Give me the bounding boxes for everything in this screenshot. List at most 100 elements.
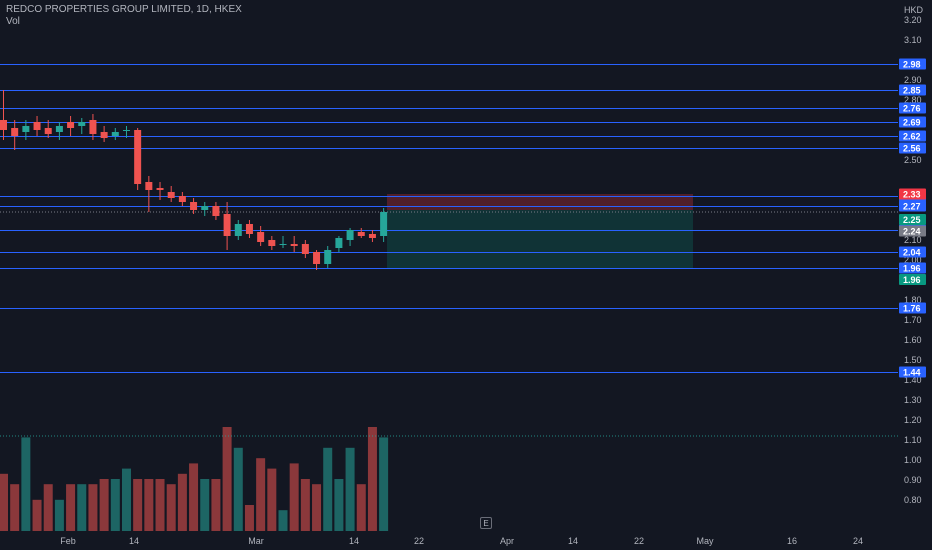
volume-bar [256, 458, 266, 531]
level-price-badge [899, 102, 926, 114]
level-price-badge [899, 200, 926, 212]
level-price-badge-text: 2.98 [903, 60, 921, 70]
price-tick-label: 1.50 [904, 355, 922, 365]
candle-body [324, 250, 332, 264]
level-price-badge [899, 58, 926, 70]
candle-body [22, 126, 30, 132]
candle-body [156, 188, 164, 190]
price-tick-label: 2.80 [904, 95, 922, 105]
volume-bar [189, 463, 199, 531]
price-tick-label: 1.60 [904, 335, 922, 345]
position-price-badge [899, 274, 926, 285]
level-price-badge [899, 116, 926, 128]
volume-bar [166, 484, 176, 531]
candle-body [201, 206, 209, 210]
price-tick-label: 2.50 [904, 155, 922, 165]
volume-bar [32, 499, 42, 531]
volume-bar [10, 484, 20, 531]
volume-indicator-label[interactable]: Vol [6, 16, 20, 27]
candle-body [223, 214, 231, 236]
volume-bar [289, 463, 299, 531]
level-price-badge [899, 142, 926, 154]
candle-body [380, 212, 388, 236]
volume-bar [267, 468, 277, 531]
volume-bar [345, 447, 355, 531]
volume-bar [334, 479, 344, 531]
chart-legend: REDCO PROPERTIES GROUP LIMITED, 1D, HKEX… [6, 4, 242, 28]
volume-bar [66, 484, 76, 531]
position-price-badge [899, 225, 926, 237]
take-profit-zone [387, 210, 693, 268]
candle-body [346, 230, 354, 240]
position-price-badge [899, 214, 926, 225]
volume-bar [0, 473, 8, 531]
level-price-badge-text: 2.62 [903, 132, 921, 142]
candle-body [145, 182, 153, 190]
candle-body [357, 232, 365, 236]
candle-body [301, 244, 309, 254]
candle-body [279, 244, 287, 245]
volume-bar [155, 479, 165, 531]
volume-bar [54, 499, 64, 531]
volume-bar [244, 505, 254, 531]
level-price-badge-text: 2.76 [903, 104, 921, 114]
candle-body [122, 130, 130, 131]
candle-body [44, 128, 52, 134]
price-tick-label: 0.80 [904, 495, 922, 505]
price-axis[interactable]: 3.203.102.902.802.702.502.102.001.801.70… [904, 15, 922, 505]
candle-body [335, 238, 343, 248]
volume-bar [312, 484, 322, 531]
level-price-badge [899, 84, 926, 96]
price-tick-label: 3.20 [904, 15, 922, 25]
currency-label: HKD [904, 5, 924, 15]
volume-bar [379, 437, 389, 531]
symbol-title[interactable]: REDCO PROPERTIES GROUP LIMITED, 1D, HKEX [6, 4, 242, 15]
candle-body [313, 252, 321, 264]
time-tick-label: 16 [787, 536, 797, 546]
volume-bar [88, 484, 98, 531]
candle-body [33, 122, 41, 130]
volume-bar [233, 447, 243, 531]
volume-bar [43, 484, 53, 531]
level-price-badge [899, 366, 926, 378]
time-tick-label: 14 [568, 536, 578, 546]
price-tick-label: 2.10 [904, 235, 922, 245]
volume-bar [323, 447, 333, 531]
level-price-badge-text: 2.56 [903, 144, 921, 154]
volume-bar [144, 479, 154, 531]
volume-bar [99, 479, 109, 531]
volume-bar [177, 473, 187, 531]
candlesticks [0, 90, 388, 270]
time-tick-label: 22 [634, 536, 644, 546]
time-tick-label: Feb [60, 536, 76, 546]
earnings-event-marker[interactable]: E [480, 517, 492, 529]
level-price-badge [899, 262, 926, 274]
candle-body [55, 126, 63, 132]
level-price-badge-text: 2.04 [903, 248, 921, 258]
price-tick-label: 1.20 [904, 415, 922, 425]
time-axis[interactable]: Feb 14 Mar 14 22 Apr 14 22 May 16 24 [60, 536, 863, 546]
candle-body [268, 240, 276, 246]
time-tick-label: May [696, 536, 714, 546]
volume-bar [367, 427, 377, 531]
volume-bars [0, 427, 898, 531]
position-price-badge-text: 1.96 [903, 275, 921, 285]
time-tick-label: 24 [853, 536, 863, 546]
price-tick-label: 3.10 [904, 35, 922, 45]
level-price-badge [899, 246, 926, 258]
candle-body [100, 132, 108, 138]
time-tick-label: 22 [414, 536, 424, 546]
time-tick-label: 14 [129, 536, 139, 546]
volume-bar [278, 510, 288, 531]
level-price-badge-text: 1.96 [903, 264, 921, 274]
candle-body [257, 232, 265, 242]
price-tick-label: 1.10 [904, 435, 922, 445]
level-price-badge-text: 2.69 [903, 118, 921, 128]
candle-body [78, 122, 86, 126]
level-price-badge-text: 1.76 [903, 304, 921, 314]
candle-body [178, 196, 186, 202]
horizontal-levels[interactable] [0, 64, 898, 373]
candle-body [212, 206, 220, 216]
candle-body [11, 128, 19, 136]
